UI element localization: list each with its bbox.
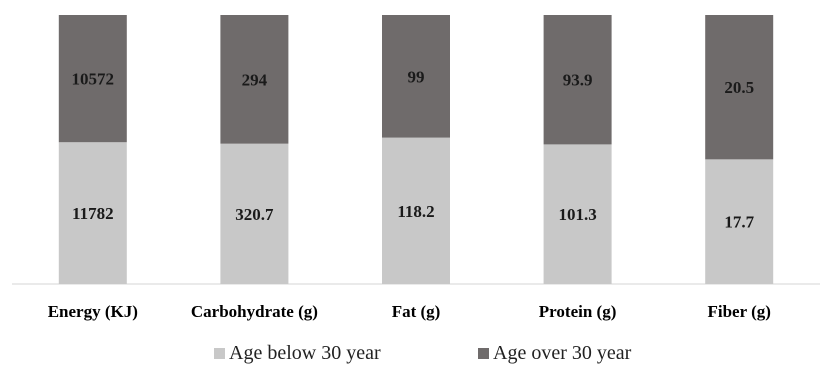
value-label-below-30-0: 11782 <box>72 204 114 223</box>
bars-group <box>58 15 774 284</box>
bar-segment-over-30-1 <box>220 15 289 144</box>
bar-segment-over-30-2 <box>382 15 450 138</box>
category-label-4: Fiber (g) <box>707 302 770 321</box>
value-label-over-30-3: 93.9 <box>563 71 593 90</box>
bar-segment-over-30-3 <box>543 15 612 145</box>
category-label-1: Carbohydrate (g) <box>191 302 318 321</box>
value-label-over-30-0: 10572 <box>72 70 115 89</box>
category-label-0: Energy (KJ) <box>48 302 138 321</box>
bar-segment-below-30-4 <box>705 159 774 284</box>
value-label-over-30-1: 294 <box>242 70 268 89</box>
legend-label-over-30: Age over 30 year <box>493 342 632 364</box>
category-label-3: Protein (g) <box>539 302 617 321</box>
value-label-over-30-2: 99 <box>408 67 425 86</box>
bar-segment-over-30-0 <box>58 15 127 143</box>
bar-segment-below-30-2 <box>382 137 450 284</box>
stacked-bar-chart: 11782 10572 320.7 294 118.2 99 101.3 93.9 17.7 20… <box>12 15 820 321</box>
value-label-below-30-4: 17.7 <box>724 213 754 232</box>
legend-label-below-30: Age below 30 year <box>229 342 381 364</box>
legend-swatch-below-30 <box>214 348 225 359</box>
bar-segment-below-30-1 <box>220 143 289 284</box>
bar-segment-over-30-4 <box>705 15 774 160</box>
bar-segment-below-30-0 <box>58 142 127 284</box>
value-label-below-30-3: 101.3 <box>558 205 596 224</box>
legend: Age below 30 year Age over 30 year <box>0 342 835 370</box>
legend-item-below-30: Age below 30 year <box>214 342 381 365</box>
legend-swatch-over-30 <box>478 348 489 359</box>
legend-item-over-30: Age over 30 year <box>478 342 631 365</box>
value-label-below-30-1: 320.7 <box>235 205 274 224</box>
value-labels-group: 11782 10572 320.7 294 118.2 99 101.3 93.9 17.7 20… <box>72 67 755 231</box>
bar-segment-below-30-3 <box>543 144 612 284</box>
value-label-over-30-4: 20.5 <box>724 78 754 97</box>
value-label-below-30-2: 118.2 <box>397 202 434 221</box>
category-labels-group: Energy (KJ) Carbohydrate (g) Fat (g) Protei… <box>48 302 771 321</box>
category-label-2: Fat (g) <box>392 302 441 321</box>
